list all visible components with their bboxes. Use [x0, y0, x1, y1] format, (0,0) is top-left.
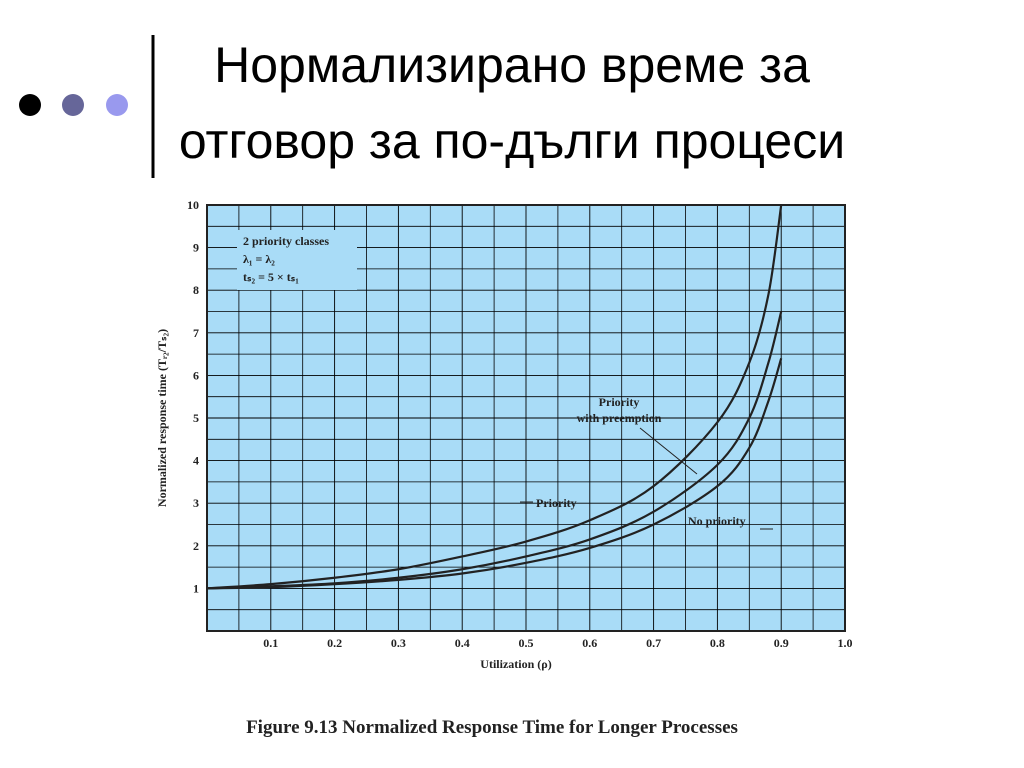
- y-tick-label: 9: [193, 241, 199, 255]
- x-axis-label: Utilization (ρ): [480, 657, 551, 671]
- x-tick-label: 0.4: [455, 636, 470, 650]
- y-tick-label: 1: [193, 581, 199, 595]
- caption: Figure 9.13 Normalized Response Time for…: [246, 717, 738, 738]
- leader-line: [639, 427, 698, 475]
- plot-frame: [206, 204, 846, 632]
- annotation: tₛ₂ = 5 × tₛ₁: [243, 270, 299, 284]
- y-tick-label: 8: [193, 283, 199, 297]
- slide-title: отговор за по-дълги процеси: [179, 113, 845, 169]
- series-label: Priority: [536, 496, 577, 510]
- y-tick-label: 10: [187, 198, 199, 212]
- y-tick-label: 2: [193, 539, 199, 553]
- series-line: [206, 204, 783, 590]
- x-tick-label: 0.5: [519, 636, 534, 650]
- series-label: No priority: [688, 514, 746, 528]
- x-tick-label: 0.1: [263, 636, 278, 650]
- x-tick-label: 1.0: [838, 636, 853, 650]
- y-tick-label: 7: [193, 326, 199, 340]
- x-tick-label: 0.9: [774, 636, 789, 650]
- x-tick-label: 0.2: [327, 636, 342, 650]
- bullet: [62, 94, 84, 116]
- annotation: 2 priority classes: [243, 234, 329, 248]
- annotation-box: [237, 230, 357, 290]
- bullet: [19, 94, 41, 116]
- x-tick-label: 0.3: [391, 636, 406, 650]
- x-tick-label: 0.8: [710, 636, 725, 650]
- x-tick-label: 0.6: [582, 636, 597, 650]
- y-tick-label: 5: [193, 411, 199, 425]
- chart: 0.1 0.2 0.3 0.4 0.5 0.6 0.7 0.8 0.9 1.0 1 2 3 4 5 6 7 8 9 1…: [155, 198, 853, 671]
- series-label-line: Priority: [599, 395, 640, 409]
- slide-title: Нормализирано време за: [214, 37, 810, 93]
- series-line: [206, 358, 783, 590]
- x-tick-label: 0.7: [646, 636, 661, 650]
- annotation: λ₁ = λ₂: [243, 252, 275, 266]
- y-axis-label: Normalized response time (Tᵣ₂/Tₛ₂): [155, 329, 169, 507]
- y-tick-label: 6: [193, 368, 199, 382]
- bullet: [106, 94, 128, 116]
- series-label-line: with preemption: [577, 411, 662, 425]
- y-tick-label: 4: [193, 454, 199, 468]
- series-label: Priority with preemption: [577, 395, 662, 425]
- y-tick-label: 3: [193, 496, 199, 510]
